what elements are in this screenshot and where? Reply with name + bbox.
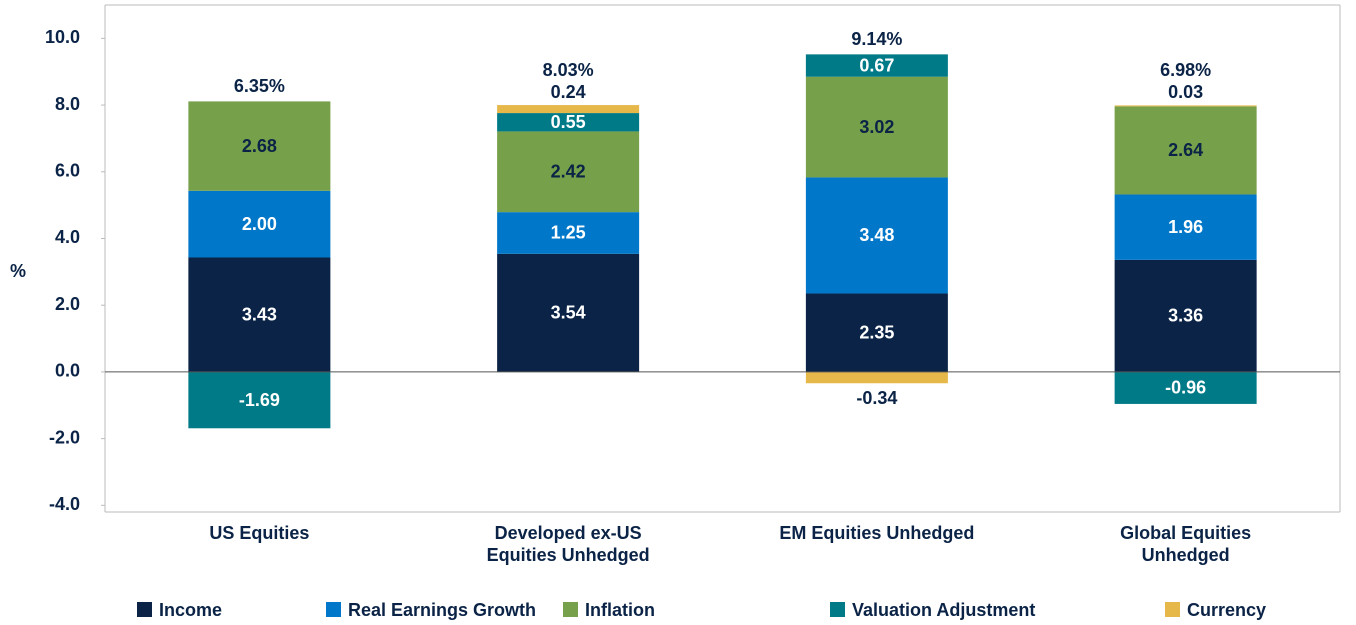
bar-segment bbox=[188, 371, 331, 429]
y-axis-label: % bbox=[10, 261, 26, 281]
bar-segment bbox=[805, 76, 948, 178]
bar-segment bbox=[1114, 371, 1257, 404]
y-tick-label: -2.0 bbox=[49, 427, 80, 447]
total-label: 8.03% bbox=[543, 60, 594, 80]
x-tick-label: Global Equities Unhedged bbox=[1120, 523, 1252, 565]
x-tick-label: US Equities bbox=[209, 523, 310, 543]
legend-label: Currency bbox=[1187, 600, 1266, 620]
legend-swatch bbox=[563, 602, 578, 617]
legend-label: Real Earnings Growth bbox=[348, 600, 536, 620]
bar-segment bbox=[188, 257, 331, 372]
data-label: 0.24 bbox=[551, 82, 586, 102]
bar-segment bbox=[805, 177, 948, 294]
legend-label: Income bbox=[159, 600, 222, 620]
data-label: 0.67 bbox=[859, 55, 894, 75]
legend-label: Valuation Adjustment bbox=[852, 600, 1035, 620]
bar-segment bbox=[1114, 105, 1257, 107]
legend-label: Inflation bbox=[585, 600, 655, 620]
data-label: 1.25 bbox=[551, 223, 586, 243]
x-tick-label: EM Equities Unhedged bbox=[779, 523, 975, 543]
data-label: 3.43 bbox=[242, 304, 277, 324]
data-label: 1.96 bbox=[1168, 217, 1203, 237]
bar-segment bbox=[1114, 194, 1257, 260]
y-tick-label: 8.0 bbox=[55, 94, 80, 114]
bar-segment bbox=[497, 212, 640, 254]
y-tick-label: 2.0 bbox=[55, 294, 80, 314]
bar-segment bbox=[1114, 106, 1257, 195]
y-tick-label: 0.0 bbox=[55, 361, 80, 381]
bar-segment bbox=[188, 101, 331, 191]
legend-swatch bbox=[326, 602, 341, 617]
data-label: -0.34 bbox=[856, 388, 897, 408]
bar-segment bbox=[1114, 259, 1257, 372]
bar-segment bbox=[805, 371, 948, 384]
data-label: 0.55 bbox=[551, 112, 586, 132]
data-label: 2.00 bbox=[242, 214, 277, 234]
legend-swatch bbox=[1165, 602, 1180, 617]
total-label: 6.35% bbox=[234, 76, 285, 96]
bar-segment bbox=[497, 253, 640, 372]
data-label: -0.96 bbox=[1165, 378, 1206, 398]
bar-segment bbox=[188, 190, 331, 258]
total-label: 9.14% bbox=[851, 29, 902, 49]
data-label: 2.35 bbox=[859, 322, 894, 342]
bar-segment bbox=[497, 113, 640, 132]
y-tick-label: -4.0 bbox=[49, 494, 80, 514]
total-label: 6.98% bbox=[1160, 60, 1211, 80]
x-tick-label: Developed ex-US Equities Unhedged bbox=[486, 523, 650, 565]
bar-segment bbox=[805, 293, 948, 372]
data-label: 3.36 bbox=[1168, 306, 1203, 326]
y-tick-label: 6.0 bbox=[55, 161, 80, 181]
data-label: -1.69 bbox=[239, 390, 280, 410]
data-label: 2.64 bbox=[1168, 140, 1203, 160]
data-label: 3.54 bbox=[551, 303, 586, 323]
y-tick-label: 4.0 bbox=[55, 227, 80, 247]
data-label: 0.03 bbox=[1168, 82, 1203, 102]
bar-segment bbox=[497, 131, 640, 213]
bar-segment bbox=[805, 54, 948, 77]
data-label: 3.02 bbox=[859, 117, 894, 137]
legend-swatch bbox=[137, 602, 152, 617]
legend-swatch bbox=[830, 602, 845, 617]
data-label: 2.42 bbox=[551, 162, 586, 182]
data-label: 3.48 bbox=[859, 225, 894, 245]
data-label: 2.68 bbox=[242, 136, 277, 156]
y-tick-label: 10.0 bbox=[45, 27, 80, 47]
bar-segment bbox=[497, 105, 640, 114]
